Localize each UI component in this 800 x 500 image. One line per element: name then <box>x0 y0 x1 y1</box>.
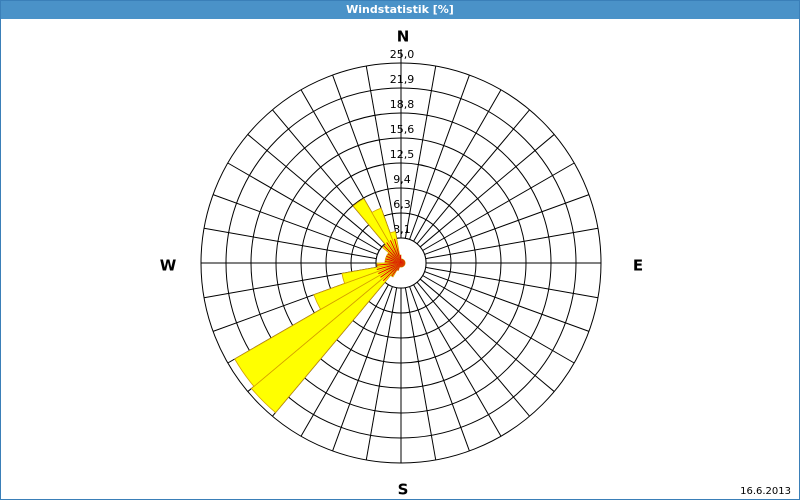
spoke <box>416 109 530 245</box>
r-tick-label: 15,6 <box>390 123 415 136</box>
r-tick-label: 21,9 <box>390 73 415 86</box>
spoke <box>425 227 599 260</box>
bar <box>371 207 402 264</box>
date: 16.6.2013 <box>740 486 791 497</box>
compass-label: E <box>633 257 643 275</box>
spoke <box>409 286 470 452</box>
bar <box>389 231 402 264</box>
r-tick-label: 12,5 <box>390 148 415 161</box>
spoke <box>365 287 398 461</box>
spoke <box>203 227 377 260</box>
compass-label: S <box>398 481 409 499</box>
spoke <box>409 74 470 240</box>
spoke <box>425 266 599 299</box>
r-tick-label: 3,1 <box>393 223 411 236</box>
compass-label: N <box>397 28 410 46</box>
spoke <box>424 194 590 255</box>
spoke <box>404 65 437 239</box>
spoke <box>422 275 575 364</box>
spoke <box>332 286 393 452</box>
r-tick-label: 6,3 <box>393 198 411 211</box>
spoke <box>404 287 437 461</box>
spoke <box>212 194 378 255</box>
r-tick-label: 18,8 <box>390 98 415 111</box>
bar <box>341 262 402 285</box>
spoke <box>247 134 383 248</box>
bar <box>234 262 402 387</box>
spoke <box>419 278 555 392</box>
spoke <box>365 65 398 239</box>
spoke <box>413 284 502 437</box>
spoke <box>419 134 555 248</box>
chart: N E S W 16.6.2013 3,1 6,3 9,4 12,5 15,6 18,8 2… <box>160 28 791 499</box>
bar-center <box>399 254 402 264</box>
spoke <box>416 281 530 417</box>
r-tick-label: 9,4 <box>393 173 411 186</box>
spoke <box>300 284 389 437</box>
bar <box>250 262 402 414</box>
compass-label: W <box>160 257 177 275</box>
bar <box>313 262 402 310</box>
spoke <box>227 162 380 251</box>
bar <box>352 198 402 264</box>
r-tick-label: 25,0 <box>390 48 415 61</box>
title-bar: Windstatistik [%] <box>1 1 799 19</box>
spoke <box>422 162 575 251</box>
spoke <box>424 271 590 332</box>
spoke <box>413 89 502 242</box>
